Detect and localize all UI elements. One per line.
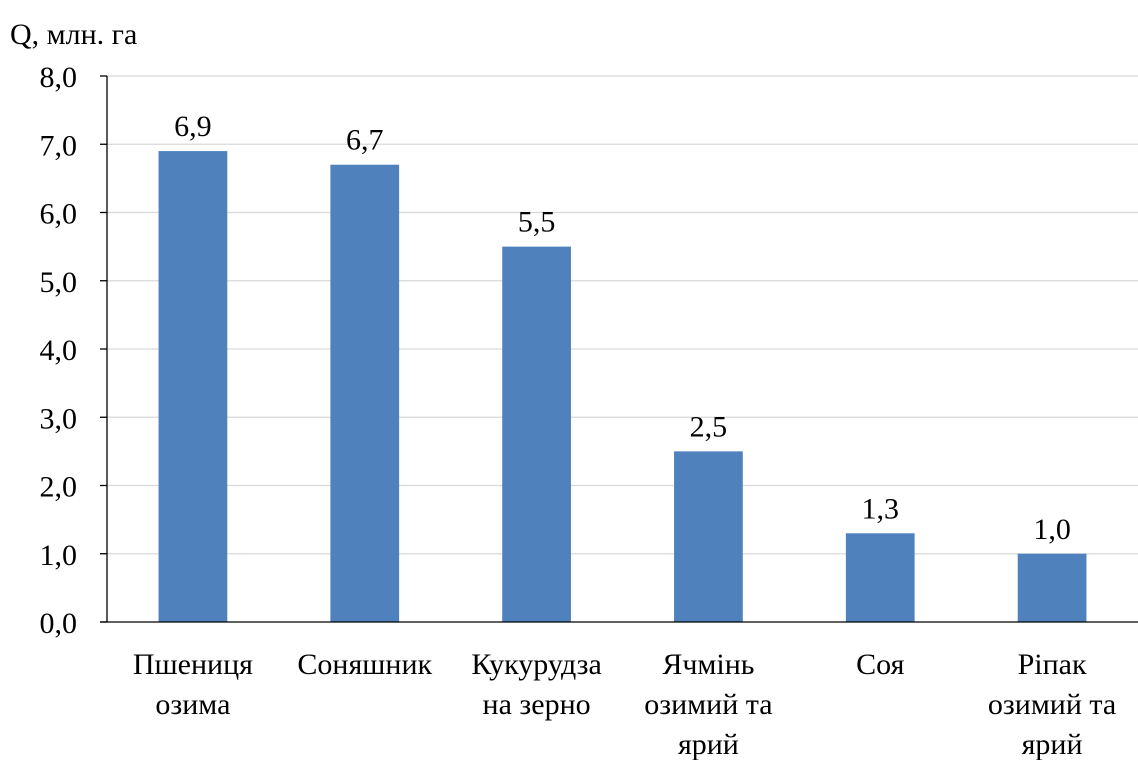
y-tick-label: 8,0 [40,61,78,94]
y-tick-label: 2,0 [40,471,78,504]
x-category-label: Ріпак [1018,648,1087,681]
axes [100,75,1138,623]
bar [158,151,228,622]
x-category-label: озима [155,688,230,721]
y-tick-label: 3,0 [40,402,78,435]
y-tick-label: 6,0 [40,198,78,231]
data-label: 6,7 [346,124,384,157]
data-label: 1,3 [862,492,900,525]
data-label: 6,9 [174,110,212,143]
y-axis-title: Q, млн. га [10,18,137,51]
bar [330,164,400,622]
y-tick-label: 5,0 [40,266,78,299]
bar [845,533,915,622]
bar [1017,553,1087,622]
data-label: 2,5 [690,410,728,443]
x-category-label: Кукурудза [471,648,601,681]
x-category-label: ярий [678,728,739,760]
x-category-label: озимий та [988,688,1116,721]
y-tick-label: 0,0 [40,607,78,640]
y-tick-label: 1,0 [40,539,78,572]
x-category-label: на зерно [483,688,591,721]
x-category-label: Соя [856,648,904,681]
x-category-label: Ячмінь [662,648,754,681]
x-category-labels: Пшениця озима Соняшник Кукурудза на зерно Ячм… [133,648,1116,760]
y-tick-label: 4,0 [40,334,78,367]
y-tick-label: 7,0 [40,129,78,162]
data-labels: 6,9 6,7 5,5 2,5 1,3 1,0 [174,110,1071,546]
gridlines [107,75,1138,555]
data-label: 1,0 [1033,513,1071,546]
x-category-label: Соняшник [297,648,432,681]
y-tick-labels: 0,0 1,0 2,0 3,0 4,0 5,0 6,0 7,0 8,0 [40,61,78,640]
x-category-label: ярий [1022,728,1083,760]
data-label: 5,5 [518,206,556,239]
bar [502,246,571,622]
x-category-label: озимий та [644,688,772,721]
x-category-label: Пшениця [133,648,253,681]
bar [674,451,743,622]
bars [158,151,1087,622]
